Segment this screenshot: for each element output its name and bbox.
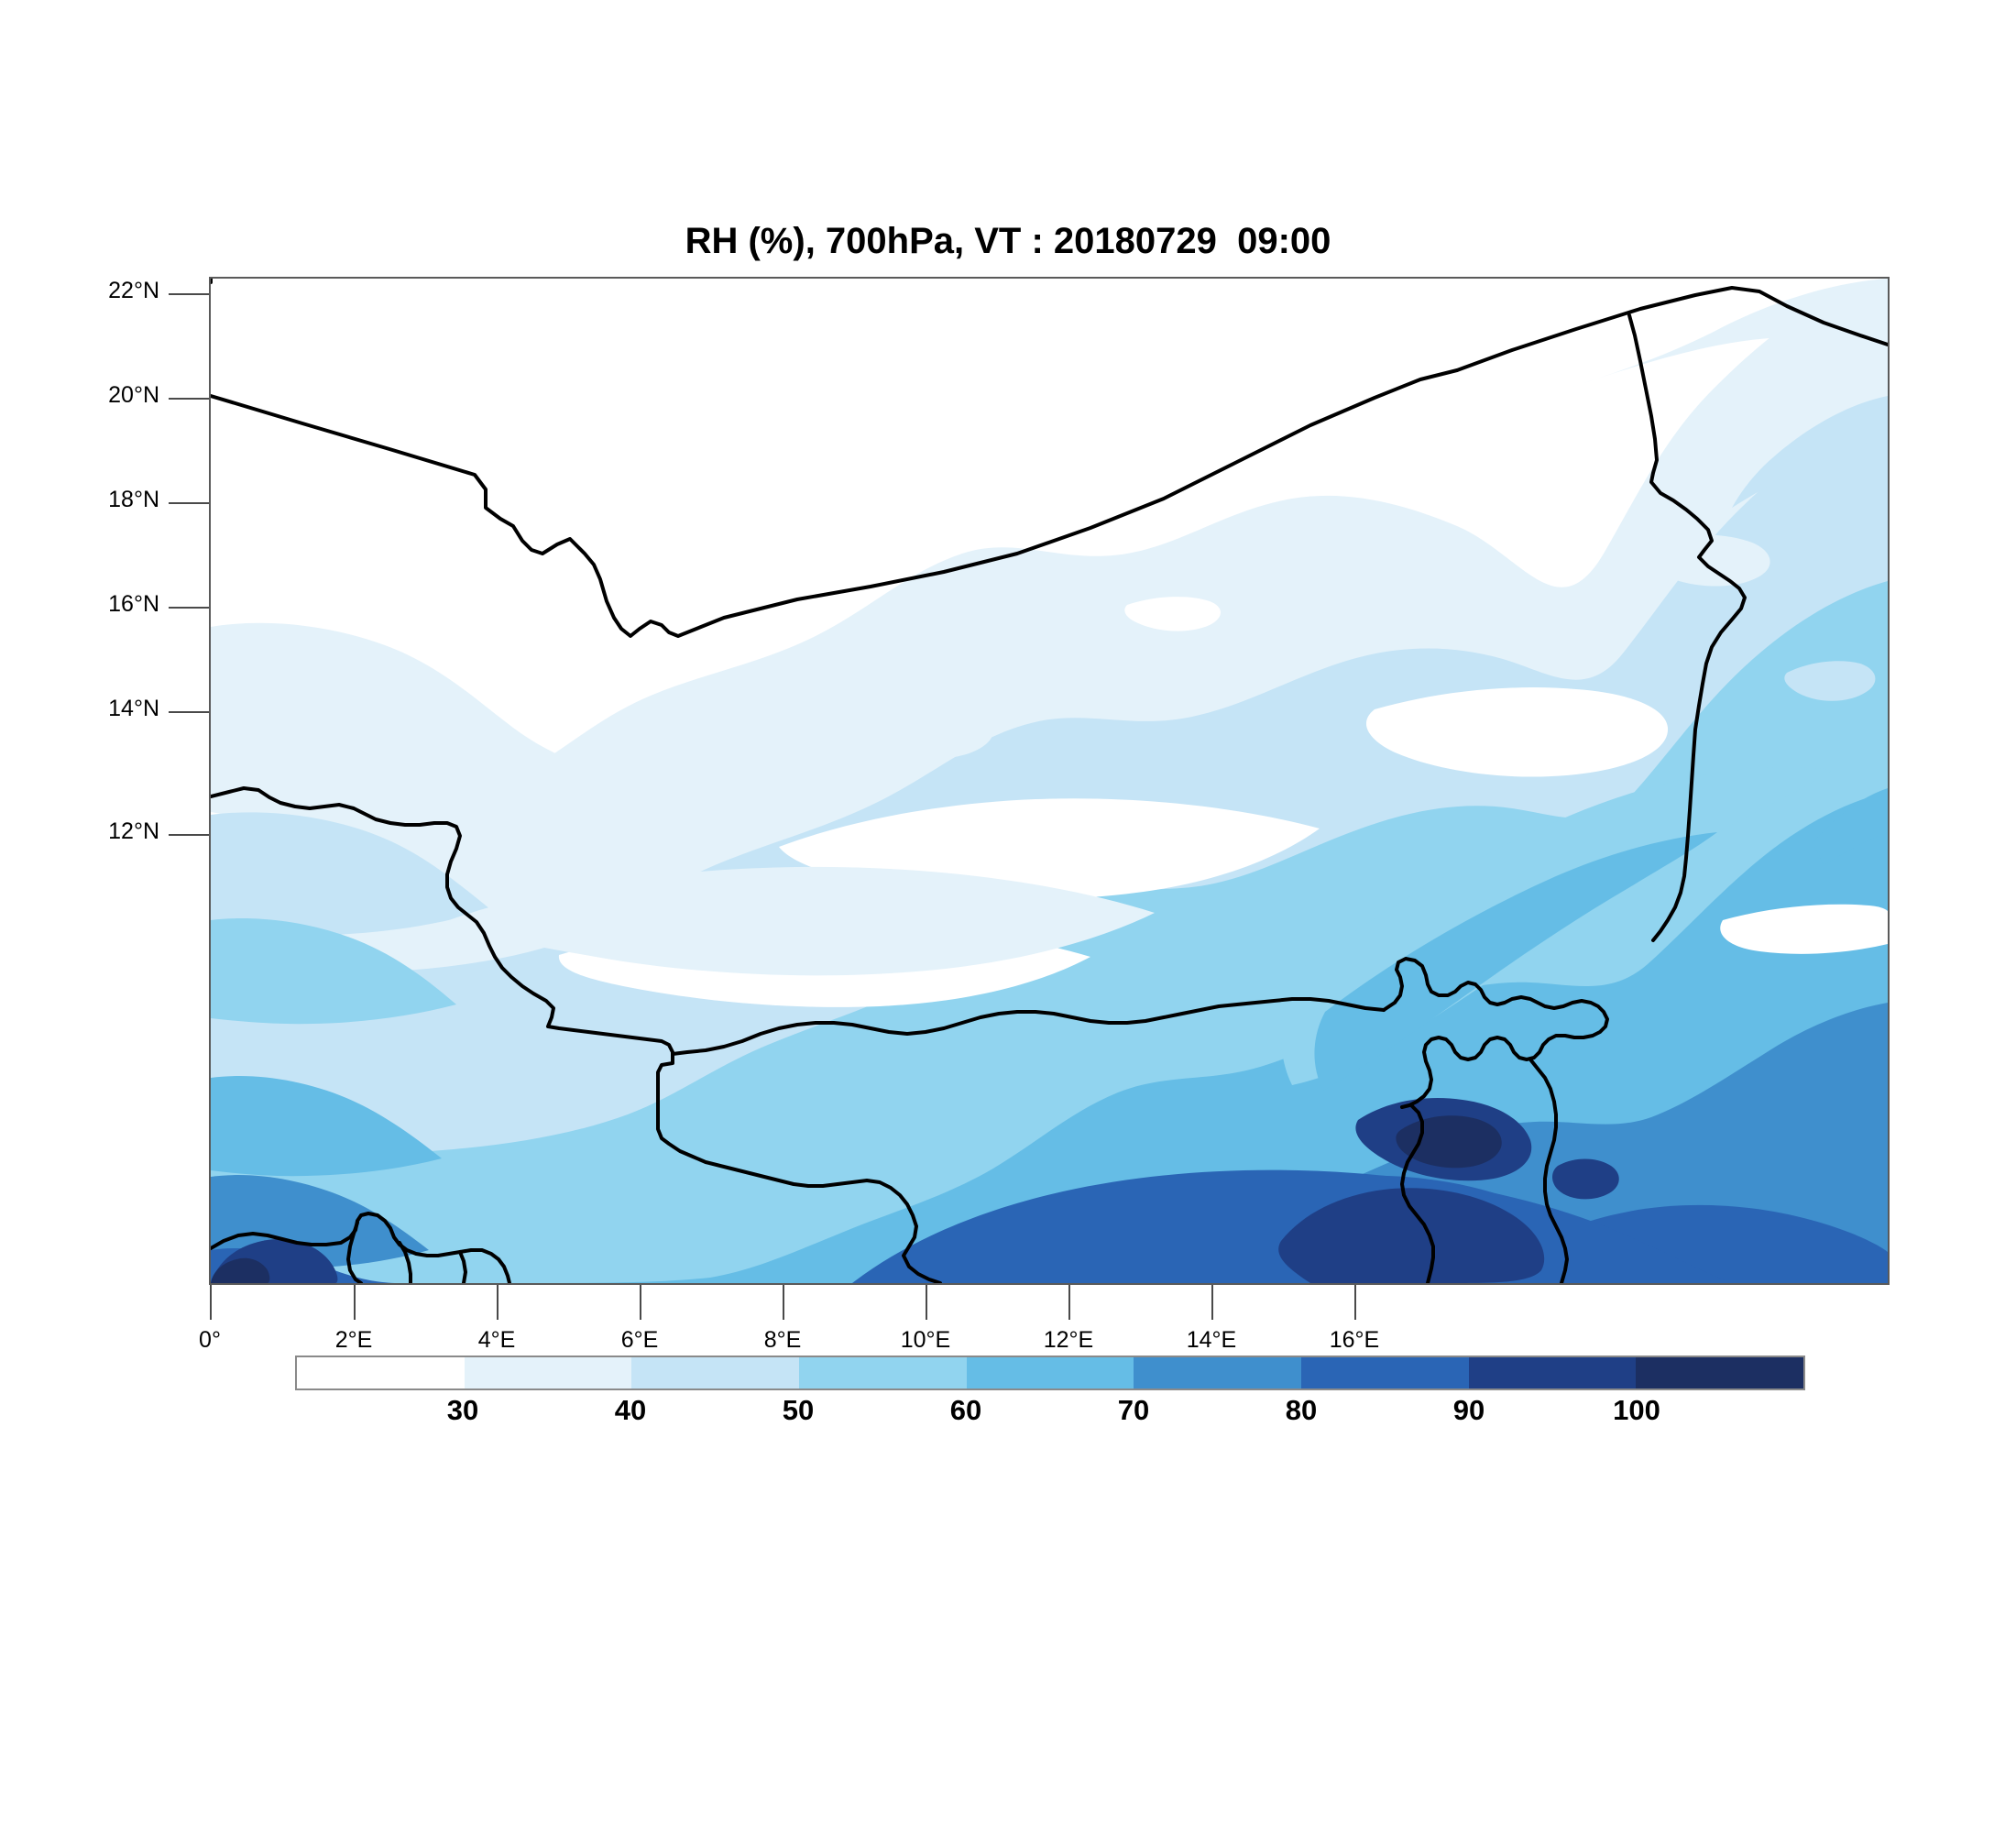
lon-label: 2°E — [334, 1327, 373, 1353]
colorbar-tick-label: 30 — [446, 1394, 479, 1426]
lon-label: 16°E — [1329, 1327, 1380, 1353]
lon-label: 6°E — [620, 1327, 659, 1353]
colorbar-tick-label: 50 — [782, 1394, 815, 1426]
lon-label: 4°E — [477, 1327, 516, 1353]
colorbar-band[interactable] — [1636, 1357, 1804, 1388]
lon-tick — [783, 1285, 784, 1320]
lon-label: 14°E — [1186, 1327, 1237, 1353]
lat-tick — [169, 607, 209, 609]
lat-label: 22°N — [108, 278, 159, 303]
lon-tick — [926, 1285, 927, 1320]
colorbar-tick-label: 80 — [1285, 1394, 1318, 1426]
colorbar-band[interactable] — [631, 1357, 800, 1388]
lat-tick — [169, 293, 209, 295]
page-title: RH (%), 700hPa, VT : 20180729 09:00 — [685, 221, 1331, 261]
contour-map — [211, 279, 1888, 1283]
colorbar-band[interactable] — [297, 1357, 465, 1388]
lon-label: 0° — [199, 1327, 221, 1353]
colorbar-tick-label: 70 — [1117, 1394, 1150, 1426]
colorbar-tick-label: 90 — [1452, 1394, 1485, 1426]
map-panel[interactable]: 22°N 20°N 18°N 16°N 14°N 12°N 0° 2°E 4°E… — [108, 277, 1890, 1353]
lon-label: 8°E — [763, 1327, 802, 1353]
lon-tick — [1211, 1285, 1213, 1320]
colorbar-tick-label: 100 — [1613, 1394, 1660, 1426]
lat-tick — [169, 834, 209, 836]
colorbar-band[interactable] — [464, 1357, 632, 1388]
lat-label: 18°N — [108, 487, 159, 512]
lon-tick — [210, 1285, 212, 1320]
map-frame[interactable] — [209, 277, 1890, 1285]
lat-label: 20°N — [108, 382, 159, 408]
colorbar-band[interactable] — [1134, 1357, 1302, 1388]
lon-label: 12°E — [1043, 1327, 1094, 1353]
lat-tick — [169, 398, 209, 400]
lat-tick — [169, 711, 209, 713]
lat-label: 16°N — [108, 591, 159, 617]
colorbar-band[interactable] — [1468, 1357, 1637, 1388]
lon-tick — [640, 1285, 641, 1320]
colorbar-band[interactable] — [966, 1357, 1134, 1388]
colorbar-bands[interactable] — [295, 1356, 1805, 1390]
colorbar-tick-label: 60 — [949, 1394, 982, 1426]
lat-label: 12°N — [108, 818, 159, 844]
lat-tick — [169, 502, 209, 504]
colorbar[interactable]: 30 40 50 60 70 80 90 100 — [295, 1356, 1805, 1426]
lat-label: 14°N — [108, 696, 159, 721]
lon-tick — [497, 1285, 499, 1320]
lon-tick — [354, 1285, 356, 1320]
colorbar-band[interactable] — [1301, 1357, 1469, 1388]
lon-tick — [1354, 1285, 1356, 1320]
lon-label: 10°E — [900, 1327, 951, 1353]
colorbar-tick-label: 40 — [614, 1394, 647, 1426]
colorbar-band[interactable] — [799, 1357, 967, 1388]
lon-tick — [1068, 1285, 1070, 1320]
